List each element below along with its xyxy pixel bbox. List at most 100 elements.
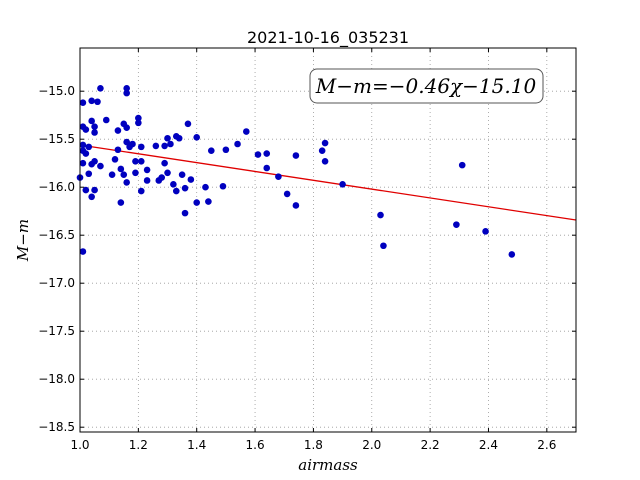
data-point (135, 114, 142, 122)
data-point (222, 146, 230, 154)
data-point (85, 170, 93, 178)
y-tick-label: −18.5 (38, 420, 75, 434)
x-tick-label: 2.2 (421, 438, 440, 452)
data-point (170, 181, 177, 188)
data-point (321, 139, 329, 147)
data-point (152, 142, 160, 150)
data-point (143, 166, 151, 174)
data-point (292, 152, 300, 159)
y-tick-label: −15.0 (38, 84, 75, 98)
data-point (458, 161, 466, 169)
y-tick-labels: −15.0 −15.5 −16.0 −16.5 −17.0 −17.5 −18.0 −18.5 (38, 84, 75, 434)
grid (79, 48, 576, 432)
data-point (108, 171, 116, 179)
data-point (321, 157, 329, 165)
data-point (219, 182, 227, 190)
y-axis-label: M−m (14, 219, 32, 262)
x-tick-labels: 1.0 1.2 1.4 1.6 1.8 2.0 2.2 2.4 2.6 (70, 438, 556, 452)
data-point (207, 147, 215, 155)
data-point (482, 228, 489, 235)
fit-line-group (79, 144, 577, 221)
data-point (184, 120, 192, 128)
data-point (175, 134, 183, 142)
x-tick-label: 2.4 (479, 438, 498, 452)
data-point (137, 187, 145, 195)
data-points (76, 85, 516, 258)
data-point (102, 116, 110, 124)
data-point (79, 141, 87, 149)
data-point (243, 128, 250, 135)
data-point (234, 140, 241, 148)
y-tick-label: −16.0 (38, 180, 75, 194)
x-tick-label: 1.8 (304, 438, 323, 452)
data-point (181, 209, 189, 217)
data-point (82, 150, 90, 157)
x-tick-label: 2.6 (537, 438, 556, 452)
data-point (453, 221, 460, 228)
data-point (377, 211, 384, 219)
data-point (161, 159, 168, 167)
data-point (164, 134, 171, 142)
data-point (193, 199, 201, 206)
data-point (161, 142, 168, 150)
data-point (263, 164, 271, 172)
y-tick-label: −17.5 (38, 324, 75, 338)
data-point (79, 159, 87, 167)
data-point (193, 133, 201, 141)
data-point (202, 183, 209, 191)
data-point (129, 140, 136, 148)
x-tick-label: 1.2 (129, 438, 148, 452)
data-point (85, 143, 93, 151)
data-point (91, 123, 98, 131)
y-tick-label: −15.5 (38, 132, 75, 146)
data-point (318, 147, 326, 155)
data-point (135, 119, 142, 127)
data-point (88, 193, 95, 201)
data-point (117, 165, 125, 173)
plot-frame (79, 47, 577, 433)
data-point (178, 171, 186, 179)
y-tick-label: −18.0 (38, 372, 75, 386)
y-tick-label: −16.5 (38, 228, 75, 242)
data-point (120, 171, 128, 179)
data-point (123, 124, 130, 131)
data-point (158, 174, 165, 181)
data-point (137, 143, 145, 151)
data-point (380, 242, 387, 250)
data-point (164, 169, 171, 177)
data-point (123, 85, 130, 92)
data-point (114, 127, 122, 134)
data-point (263, 150, 271, 157)
data-point (132, 169, 139, 177)
data-point (123, 179, 130, 186)
x-tick-label: 2.0 (362, 438, 381, 452)
plot-area (80, 48, 576, 432)
x-tick-label: 1.4 (187, 438, 206, 452)
data-point (283, 190, 291, 198)
data-point (97, 162, 104, 170)
data-point (181, 184, 189, 192)
equation-annotation-box (309, 68, 544, 104)
data-point (79, 248, 87, 255)
data-point (132, 157, 139, 165)
data-point (143, 177, 151, 184)
x-tick-label: 1.6 (246, 438, 265, 452)
data-point (167, 140, 174, 148)
fit-line (79, 144, 577, 221)
y-tick-label: −17.0 (38, 276, 75, 290)
axis-ticks (79, 48, 576, 432)
data-point (82, 126, 90, 133)
data-point (172, 187, 180, 195)
data-point (254, 151, 262, 158)
data-point (91, 157, 98, 165)
data-point (79, 99, 87, 107)
data-point (187, 176, 195, 183)
equation-annotation: M−m=−0.46χ−15.10 (315, 74, 537, 98)
data-point (137, 157, 145, 165)
data-point (123, 89, 130, 97)
x-axis-label: airmass (298, 456, 358, 474)
chart-title: 2021-10-16_035231 (247, 28, 409, 48)
data-point (91, 129, 98, 136)
data-point (114, 146, 122, 154)
